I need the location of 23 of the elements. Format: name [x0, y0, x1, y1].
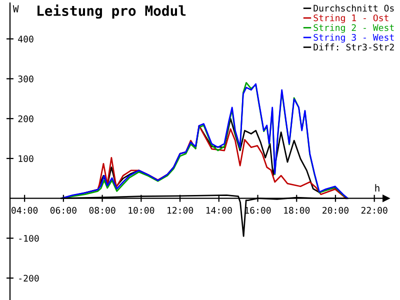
legend-label: String 3 - West	[314, 34, 394, 43]
x-tick-label: 04:00	[12, 206, 38, 214]
x-tick-label: 10:00	[128, 206, 154, 214]
x-tick-label: 20:00	[322, 206, 348, 214]
chart-title: Leistung pro Modul	[38, 4, 186, 19]
legend-label: String 2 - West	[314, 24, 394, 33]
x-tick-label: 14:00	[206, 206, 232, 214]
x-tick-label: 12:00	[168, 206, 194, 214]
x-tick-label: 18:00	[284, 206, 310, 214]
y-tick-label: 200	[18, 115, 34, 122]
y-tick-label: 400	[18, 36, 34, 42]
y-tick-label: -200	[19, 274, 39, 282]
x-tick-label: 22:00	[361, 206, 388, 214]
x-tick-label: 06:00	[50, 206, 76, 214]
x-axis-title: h	[375, 184, 380, 192]
y-tick-label: 100	[18, 155, 34, 162]
x-tick-label: 08:00	[89, 206, 116, 214]
y-tick-label: 300	[18, 76, 34, 82]
legend-label: Durchschnitt Os	[314, 4, 394, 12]
y-axis-title: W	[12, 5, 19, 12]
y-tick-label: -100	[19, 234, 39, 242]
legend-label: Diff: Str3-Str2	[314, 44, 394, 51]
legend-label: String 1 - Ost	[314, 14, 388, 24]
